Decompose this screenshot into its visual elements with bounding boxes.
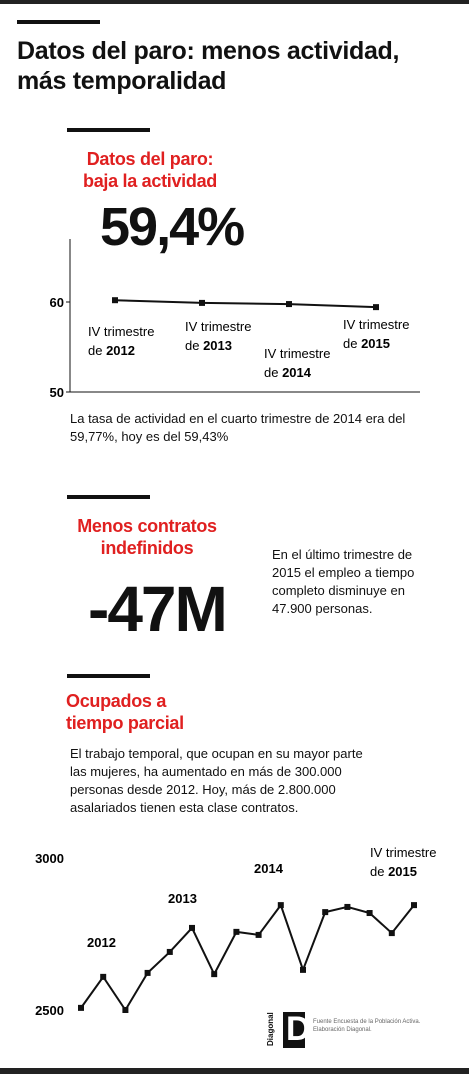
marker [373, 304, 379, 311]
line [114, 299, 377, 309]
marker [189, 924, 195, 931]
x-tick-label: IV trimestre de 2013 [185, 319, 251, 353]
bottom-bar [0, 1068, 469, 1074]
logo-box [283, 1012, 305, 1048]
caption: En el último trimestre de 2015 el empleo… [272, 547, 415, 616]
marker [144, 969, 151, 976]
rule [67, 128, 150, 132]
y-tick-label: 2500 [35, 1003, 64, 1018]
page-title: Datos del paro: menos actividad, más tem… [17, 37, 400, 95]
x-tick-label: IV trimestre de 2015 [343, 317, 409, 351]
marker [322, 909, 329, 916]
annotation: IV trimestre de 2015 [370, 845, 436, 879]
marker [277, 902, 284, 909]
marker [344, 903, 351, 910]
marker [112, 297, 118, 304]
annotation: 2012 [87, 935, 116, 950]
rule [67, 495, 150, 499]
section-heading: Menos contratos indefinidos [77, 516, 217, 558]
marker [100, 973, 107, 980]
marker [255, 931, 262, 938]
marker [366, 910, 373, 917]
marker [300, 966, 306, 973]
chart: 50 60 IV trimestre de 2012 IV trimestre de 20… [50, 239, 420, 400]
marker [211, 971, 218, 978]
marker [122, 1007, 129, 1013]
marker [388, 930, 395, 937]
logo-letter: D [286, 1010, 311, 1048]
x-tick-label: IV trimestre de 2014 [264, 346, 330, 380]
marker [286, 301, 292, 308]
annotation: 2014 [254, 861, 284, 876]
caption: El trabajo temporal, que ocupan en su ma… [70, 746, 363, 815]
annotation: 2013 [168, 891, 197, 906]
marker [78, 1004, 84, 1011]
big-figure: 59,4% [100, 197, 245, 257]
marker [166, 948, 173, 955]
y-tick-label: 60 [50, 295, 64, 310]
marker [199, 299, 205, 306]
caption: La tasa de actividad en el cuarto trimes… [70, 411, 406, 444]
line [80, 903, 415, 1012]
section-heading: Datos del paro: baja la actividad [83, 149, 217, 191]
marker [233, 928, 240, 935]
source: Fuente Encuesta de la Población Activa. … [313, 1019, 421, 1033]
x-tick-label: IV trimestre de 2012 [88, 324, 154, 358]
marker [411, 902, 417, 909]
logo-word: Diagonal [266, 1012, 275, 1046]
y-tick-label: 3000 [35, 851, 64, 866]
y-tick-label: 50 [50, 385, 64, 400]
top-bar [0, 0, 469, 4]
big-figure: -47M [88, 573, 228, 645]
rule [67, 674, 150, 678]
rule [17, 20, 100, 24]
section-heading: Ocupados a tiempo parcial [66, 691, 184, 733]
chart: 2500 3000 2012 2013 2014 IV trimestre de 2015 [35, 845, 436, 1018]
